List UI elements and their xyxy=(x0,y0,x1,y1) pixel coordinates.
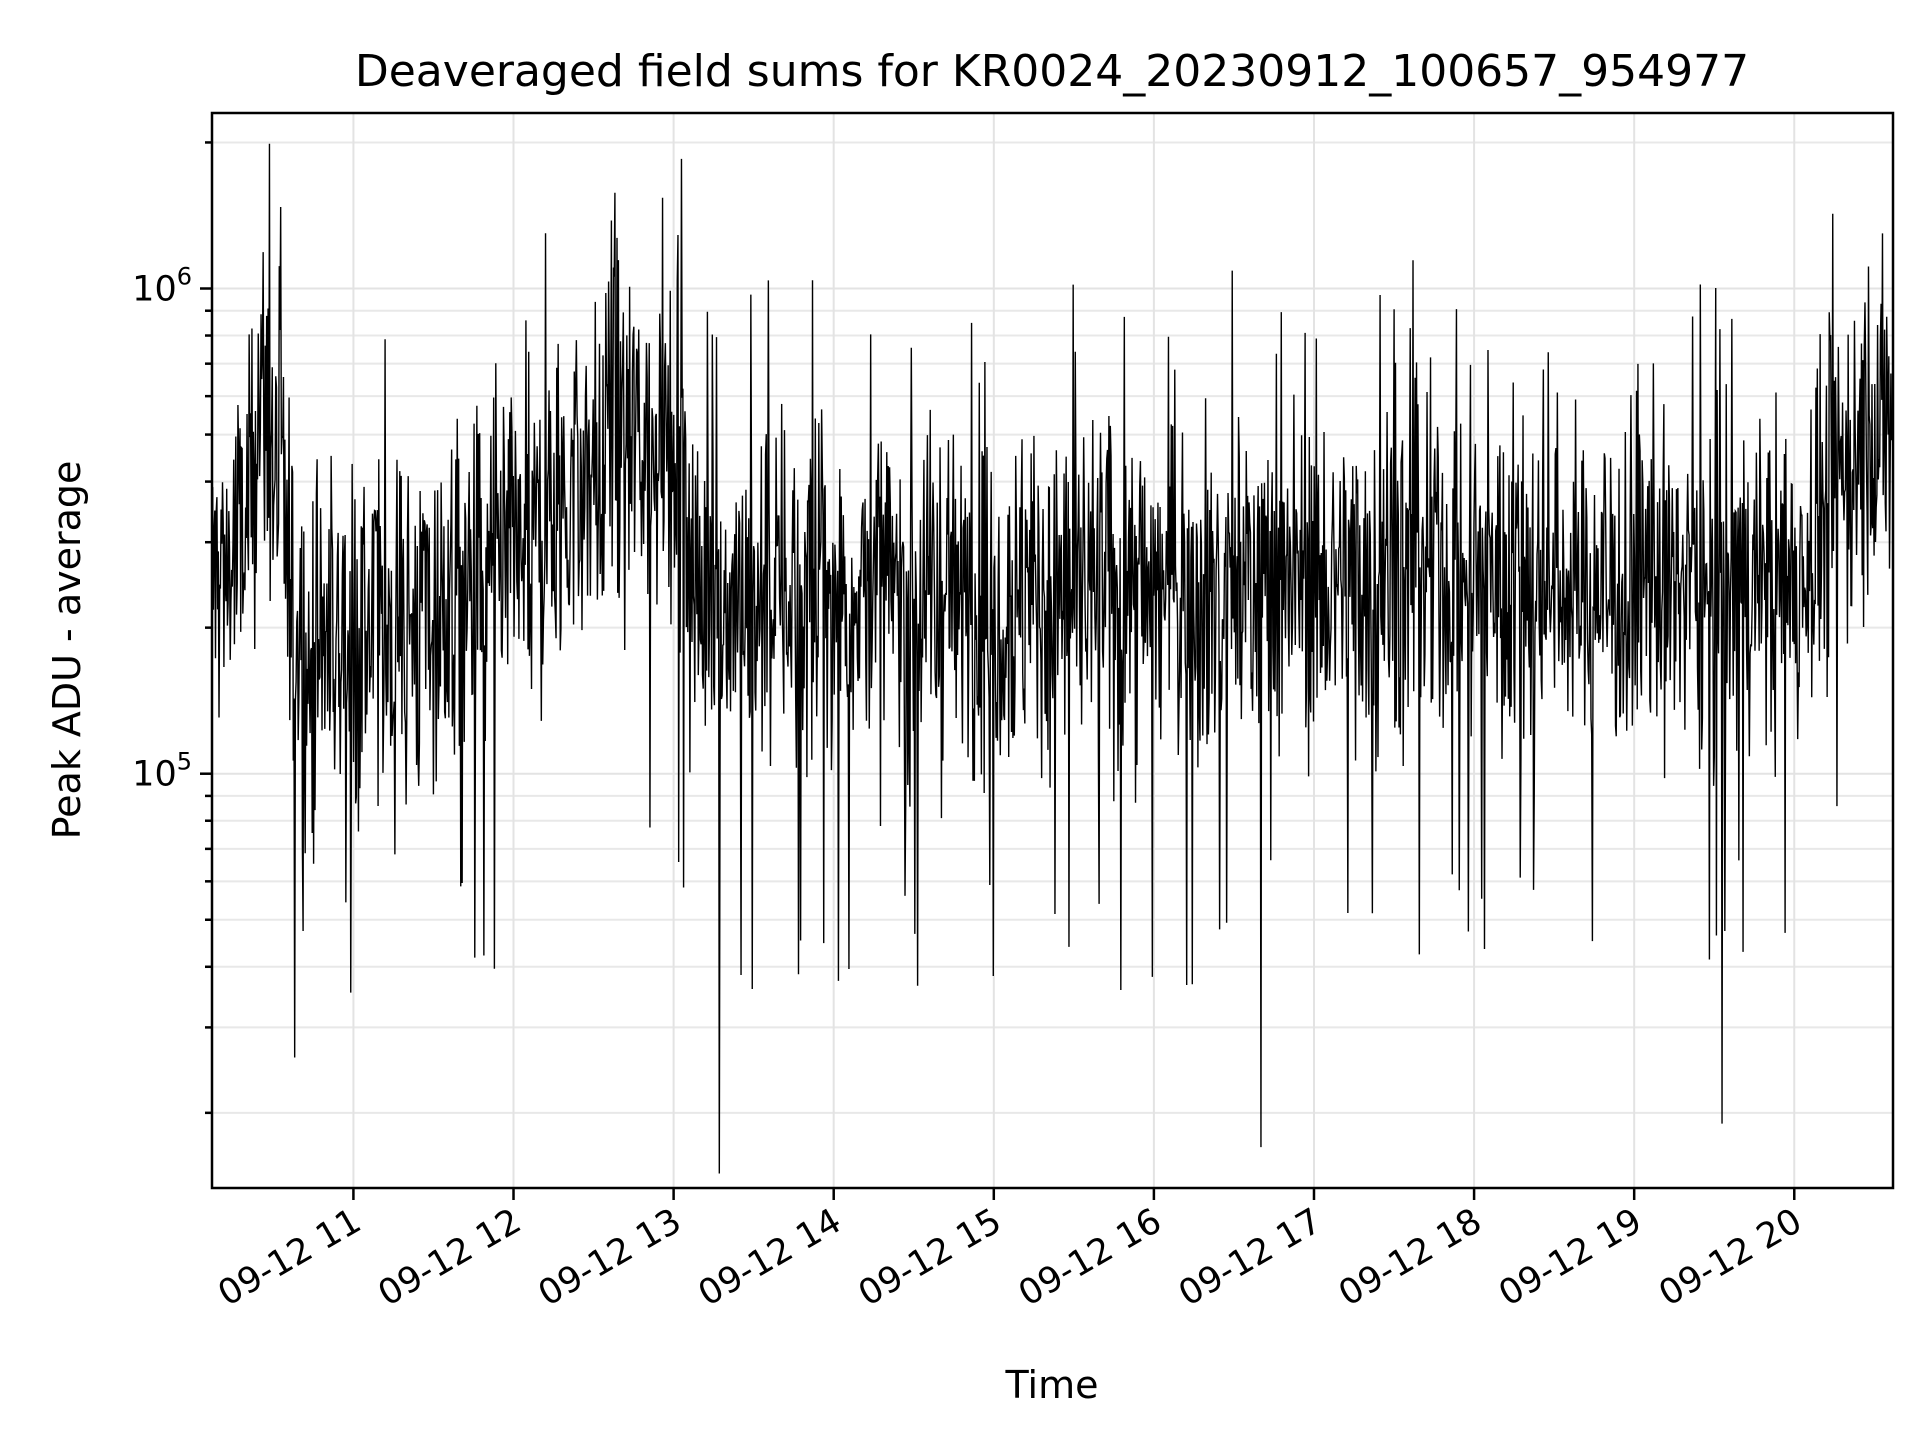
x-tick-label: 09-12 12 xyxy=(372,1201,528,1314)
series-line xyxy=(212,143,1893,1174)
x-tick-label: 09-12 13 xyxy=(532,1201,688,1314)
plot-frame xyxy=(210,111,1895,1190)
grid-layer xyxy=(212,113,1893,1188)
y-axis-label: Peak ADU - average xyxy=(45,461,89,840)
x-tick-label: 09-12 17 xyxy=(1172,1201,1328,1314)
x-tick-label: 09-12 14 xyxy=(692,1201,848,1314)
chart-title: Deaveraged field sums for KR0024_2023091… xyxy=(355,46,1749,97)
x-tick-label: 09-12 19 xyxy=(1492,1201,1648,1314)
x-tick-label: 09-12 16 xyxy=(1012,1201,1168,1314)
x-tick-label: 09-12 18 xyxy=(1332,1201,1488,1314)
x-axis-label: Time xyxy=(1005,1363,1099,1407)
x-tick-label: 09-12 15 xyxy=(852,1201,1008,1314)
x-tick-label: 09-12 20 xyxy=(1652,1201,1808,1314)
y-tick-label: 105 xyxy=(132,748,192,795)
y-tick-label: 106 xyxy=(132,263,192,310)
x-tick-label: 09-12 11 xyxy=(212,1201,368,1314)
series-layer xyxy=(212,143,1893,1174)
